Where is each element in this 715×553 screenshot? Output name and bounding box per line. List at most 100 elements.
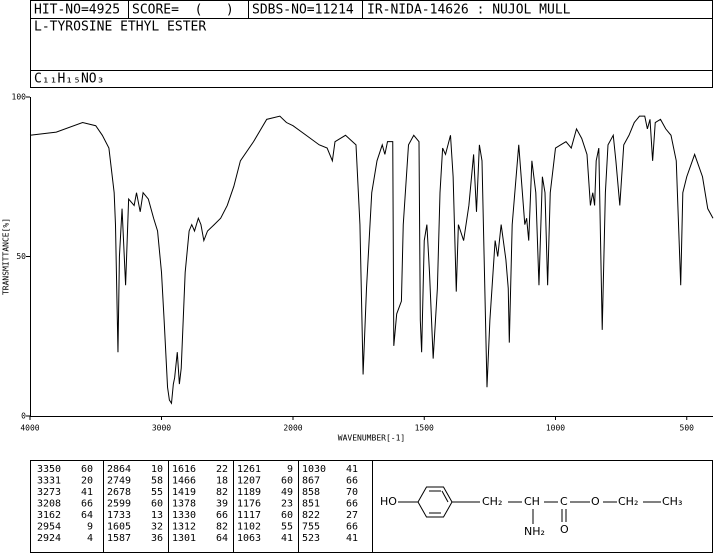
peak-transmittance: 66 xyxy=(81,499,93,510)
y-tick-label: 50 xyxy=(16,252,26,261)
method: IR-NIDA-14626 : NUJOL MULL xyxy=(367,3,571,18)
peak-transmittance: 10 xyxy=(151,464,163,475)
peak-wavenumber: 523 xyxy=(302,533,320,544)
x-tick-label: 4000 xyxy=(20,424,39,433)
peak-transmittance: 82 xyxy=(216,522,228,533)
peak-transmittance: 9 xyxy=(87,522,93,533)
peak-transmittance: 39 xyxy=(216,499,228,510)
atom-label: O xyxy=(560,523,569,536)
peak-transmittance: 20 xyxy=(81,476,93,487)
peak-transmittance: 41 xyxy=(346,533,358,544)
peak-transmittance: 60 xyxy=(151,499,163,510)
x-tick-label: 1000 xyxy=(546,424,565,433)
peak-wavenumber: 2954 xyxy=(37,522,61,533)
peak-wavenumber: 3350 xyxy=(37,464,61,475)
peak-transmittance: 36 xyxy=(151,533,163,544)
atom-label: CH₂ xyxy=(618,495,638,508)
peak-transmittance: 66 xyxy=(216,510,228,521)
peak-wavenumber: 1261 xyxy=(237,464,261,475)
peak-wavenumber: 1330 xyxy=(172,510,196,521)
peak-wavenumber: 1466 xyxy=(172,476,196,487)
peak-wavenumber: 1176 xyxy=(237,499,261,510)
peak-transmittance: 64 xyxy=(81,510,93,521)
peak-wavenumber: 2864 xyxy=(107,464,131,475)
peak-wavenumber: 1378 xyxy=(172,499,196,510)
peak-wavenumber: 2924 xyxy=(37,533,61,544)
peak-transmittance: 27 xyxy=(346,510,358,521)
peak-transmittance: 41 xyxy=(346,464,358,475)
peak-wavenumber: 3331 xyxy=(37,476,61,487)
peak-transmittance: 66 xyxy=(346,476,358,487)
x-axis-label: WAVENUMBER[-1] xyxy=(338,434,405,443)
peak-transmittance: 82 xyxy=(216,487,228,498)
x-tick-label: 1500 xyxy=(415,424,434,433)
peak-table: 3350 60 3331 20 3273 41 3208 66 3162 64 2954 9 2924 4… xyxy=(37,460,358,553)
peak-transmittance: 4 xyxy=(87,533,93,544)
sdbs-no: SDBS-NO=11214 xyxy=(252,3,354,18)
x-tick-label: 500 xyxy=(680,424,695,433)
atom-label: NH₂ xyxy=(524,525,545,538)
peak-wavenumber: 3208 xyxy=(37,499,61,510)
header-box xyxy=(30,0,713,88)
peak-wavenumber: 2749 xyxy=(107,476,131,487)
atom-label: CH xyxy=(524,495,540,508)
peak-wavenumber: 2599 xyxy=(107,499,131,510)
peak-transmittance: 41 xyxy=(281,533,293,544)
peak-transmittance: 66 xyxy=(346,499,358,510)
peak-wavenumber: 2678 xyxy=(107,487,131,498)
peak-transmittance: 55 xyxy=(151,487,163,498)
peak-wavenumber: 1301 xyxy=(172,533,196,544)
spectrum-line xyxy=(29,115,714,405)
peak-wavenumber: 867 xyxy=(302,476,320,487)
peak-wavenumber: 3162 xyxy=(37,510,61,521)
peak-wavenumber: 1102 xyxy=(237,522,261,533)
peak-transmittance: 55 xyxy=(281,522,293,533)
peak-transmittance: 32 xyxy=(151,522,163,533)
bond xyxy=(441,490,449,503)
peak-transmittance: 22 xyxy=(216,464,228,475)
peak-wavenumber: 1419 xyxy=(172,487,196,498)
peak-wavenumber: 851 xyxy=(302,499,320,510)
peak-transmittance: 9 xyxy=(287,464,293,475)
peak-wavenumber: 755 xyxy=(302,522,320,533)
y-tick-label: 0 xyxy=(21,412,26,421)
x-tick-label: 2000 xyxy=(283,424,302,433)
peak-transmittance: 66 xyxy=(346,522,358,533)
peak-transmittance: 58 xyxy=(151,476,163,487)
hit-no: HIT-NO=4925 xyxy=(34,3,120,18)
atom-label: CH₂ xyxy=(482,495,502,508)
peak-wavenumber: 1117 xyxy=(237,510,261,521)
peak-wavenumber: 822 xyxy=(302,510,320,521)
peak-transmittance: 49 xyxy=(281,487,293,498)
peak-transmittance: 60 xyxy=(81,464,93,475)
peak-wavenumber: 3273 xyxy=(37,487,61,498)
peak-wavenumber: 1312 xyxy=(172,522,196,533)
atom-label: CH₃ xyxy=(662,495,682,508)
peak-wavenumber: 858 xyxy=(302,487,320,498)
peak-wavenumber: 1616 xyxy=(172,464,196,475)
peak-transmittance: 60 xyxy=(281,476,293,487)
peak-wavenumber: 1030 xyxy=(302,464,326,475)
y-axis-label: TRANSMITTANCE[%] xyxy=(2,218,11,295)
atom-label: HO xyxy=(380,495,397,508)
y-tick-label: 100 xyxy=(12,93,27,102)
peak-wavenumber: 1207 xyxy=(237,476,261,487)
peak-transmittance: 13 xyxy=(151,510,163,521)
atom-label: O xyxy=(591,495,600,508)
atom-label: C xyxy=(560,495,568,508)
structure: HO CH₂ CH C O CH₂ CH₃ NH₂ O xyxy=(380,486,682,538)
compound-name: L-TYROSINE ETHYL ESTER xyxy=(34,20,206,35)
formula: C₁₁H₁₅NO₃ xyxy=(34,72,104,87)
peak-transmittance: 60 xyxy=(281,510,293,521)
peak-transmittance: 41 xyxy=(81,487,93,498)
score: SCORE= ( ) xyxy=(132,3,234,18)
x-tick-label: 3000 xyxy=(152,424,171,433)
peak-wavenumber: 1189 xyxy=(237,487,261,498)
peak-transmittance: 70 xyxy=(346,487,358,498)
peak-transmittance: 64 xyxy=(216,533,228,544)
peak-wavenumber: 1605 xyxy=(107,522,131,533)
peak-transmittance: 18 xyxy=(216,476,228,487)
peak-transmittance: 23 xyxy=(281,499,293,510)
peak-wavenumber: 1587 xyxy=(107,533,131,544)
